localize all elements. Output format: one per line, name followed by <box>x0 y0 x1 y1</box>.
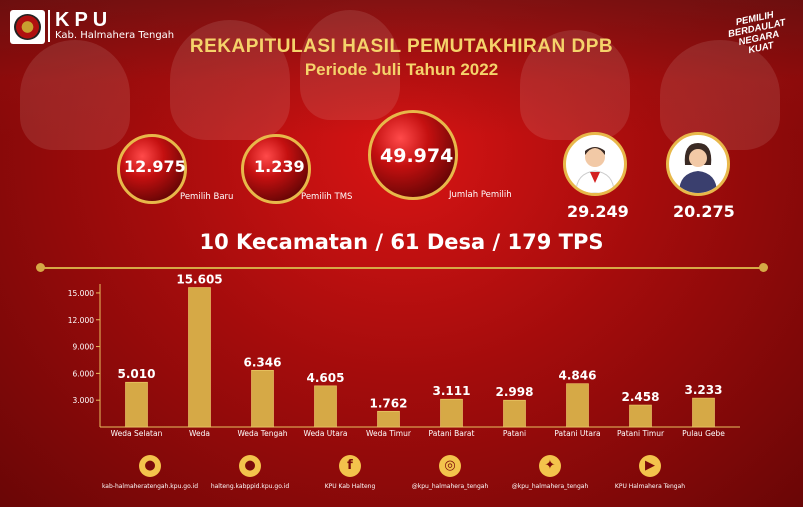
bar-value-label: 2.998 <box>496 385 534 399</box>
pemilih-tms-label: Pemilih TMS <box>301 192 353 202</box>
x-tick-label: Patani Barat <box>429 429 475 438</box>
photo-figure <box>520 30 630 140</box>
instagram-icon: ◎ <box>439 455 461 477</box>
bar-value-label: 3.233 <box>685 383 723 397</box>
logo-divider <box>48 10 50 42</box>
photo-figure <box>660 40 780 150</box>
y-tick-label: 9.000 <box>73 343 95 352</box>
social-link[interactable]: ▶ KPU Halmahera Tengah <box>595 455 705 490</box>
x-tick-label: Weda <box>189 429 210 438</box>
social-link[interactable]: ✦ @kpu_halmahera_tengah <box>495 455 605 490</box>
social-link[interactable]: ● halteng.kabppid.kpu.go.id <box>195 455 305 490</box>
jumlah-pemilih-value: 49.974 <box>380 145 454 167</box>
bar <box>314 385 337 428</box>
bar <box>503 399 526 428</box>
bar <box>440 398 463 428</box>
org-region: Kab. Halmahera Tengah <box>55 30 175 41</box>
bar <box>377 410 400 428</box>
jumlah-pemilih-circle <box>368 110 458 200</box>
social-label: kab-halmaheratengah.kpu.go.id <box>101 483 199 490</box>
bar-value-label: 4.846 <box>559 369 597 383</box>
pemilih-tms-circle <box>241 134 311 204</box>
social-label: @kpu_halmahera_tengah <box>511 483 589 490</box>
x-tick-label: Weda Timur <box>366 429 412 438</box>
bar <box>692 397 715 428</box>
pemilih-baru-label: Pemilih Baru <box>180 192 234 202</box>
social-label: KPU Halmahera Tengah <box>614 483 686 490</box>
social-label: halteng.kabppid.kpu.go.id <box>210 483 290 490</box>
male-voter-count: 29.249 <box>567 202 629 221</box>
x-tick-label: Weda Tengah <box>237 429 287 438</box>
x-tick-label: Weda Selatan <box>111 429 163 438</box>
y-tick-label: 3.000 <box>73 396 95 405</box>
kpu-logo <box>10 10 45 44</box>
web-icon: ● <box>139 455 161 477</box>
social-link[interactable]: ● kab-halmaheratengah.kpu.go.id <box>95 455 205 490</box>
bar-value-label: 3.111 <box>433 384 471 398</box>
photo-figure <box>20 40 130 150</box>
bar-value-label: 15.605 <box>176 273 222 287</box>
bar <box>188 287 211 428</box>
female-voter-count: 20.275 <box>673 202 735 221</box>
bar <box>629 404 652 428</box>
youtube-icon: ▶ <box>639 455 661 477</box>
header-photo-band <box>0 0 803 150</box>
separator-dot <box>759 263 768 272</box>
x-tick-label: Weda Utara <box>303 429 347 438</box>
org-name: KPU <box>55 9 113 31</box>
region-summary: 10 Kecamatan / 61 Desa / 179 TPS <box>199 230 604 254</box>
jumlah-pemilih-label: Jumlah Pemilih <box>449 190 512 200</box>
x-tick-label: Patani Timur <box>617 429 665 438</box>
social-label: KPU Kab Halteng <box>324 483 376 490</box>
photo-figure <box>300 10 400 120</box>
social-label: @kpu_halmahera_tengah <box>411 483 489 490</box>
section-separator <box>40 267 763 269</box>
bar <box>566 383 589 428</box>
voter-bar-chart: 3.000 6.000 9.000 12.000 15.000 5.010 Weda Sel… <box>68 273 740 438</box>
bar <box>251 369 274 428</box>
bar-value-label: 6.346 <box>244 355 282 369</box>
separator-dot <box>36 263 45 272</box>
social-footer: ● kab-halmaheratengah.kpu.go.id ● halteng.k… <box>100 455 710 507</box>
x-tick-label: Patani Utara <box>554 429 600 438</box>
bar-value-label: 5.010 <box>118 367 156 381</box>
y-tick-label: 15.000 <box>68 289 94 298</box>
social-link[interactable]: f KPU Kab Halteng <box>295 455 405 490</box>
female-voter-icon <box>666 132 730 196</box>
y-tick-label: 6.000 <box>73 369 95 378</box>
ppid-icon: ● <box>239 455 261 477</box>
y-tick-label: 12.000 <box>68 316 94 325</box>
bar-value-label: 4.605 <box>307 371 345 385</box>
x-tick-label: Patani <box>503 429 526 438</box>
pemilih-baru-value: 12.975 <box>124 157 186 176</box>
x-tick-label: Pulau Gebe <box>682 429 725 438</box>
bar-value-label: 2.458 <box>622 390 660 404</box>
photo-figure <box>170 20 290 140</box>
page-subtitle: Periode Juli Tahun 2022 <box>304 60 499 79</box>
bar-value-label: 1.762 <box>370 396 408 410</box>
facebook-icon: f <box>339 455 361 477</box>
page-title: REKAPITULASI HASIL PEMUTAKHIRAN DPB <box>189 36 614 57</box>
pemilih-baru-circle <box>117 134 187 204</box>
twitter-icon: ✦ <box>539 455 561 477</box>
pemilih-tms-value: 1.239 <box>254 157 305 176</box>
social-link[interactable]: ◎ @kpu_halmahera_tengah <box>395 455 505 490</box>
bar <box>125 381 148 428</box>
male-voter-icon <box>563 132 627 196</box>
kpu-emblem-icon <box>14 14 41 40</box>
